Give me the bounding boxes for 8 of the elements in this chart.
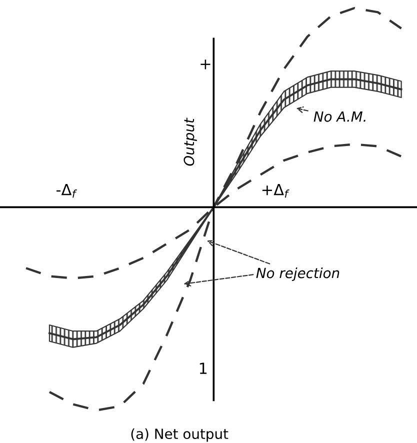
annotation: +: [200, 60, 210, 70]
annotation: 1: [200, 362, 207, 374]
y-axis-title: Output: [184, 118, 197, 166]
annotation: +Δ$_{f}$: [262, 184, 290, 198]
annotation: No A.M.: [314, 112, 366, 122]
annotation: No rejection: [256, 268, 340, 281]
annotation: -Δ$_{f}$: [56, 184, 77, 198]
text: (a) Net output: [131, 428, 228, 442]
